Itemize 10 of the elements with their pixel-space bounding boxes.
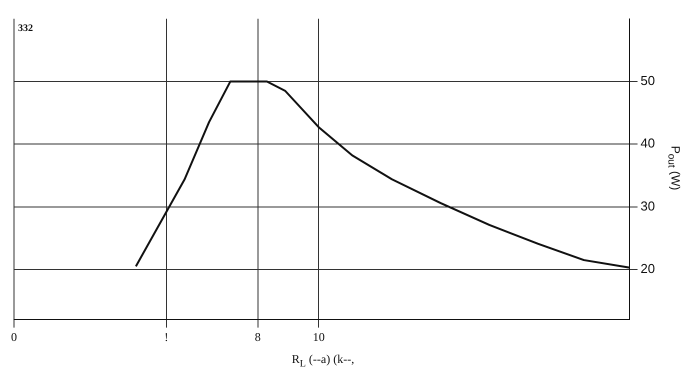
y-tick-label: 20 <box>640 261 656 276</box>
x-tick-label: ! <box>164 330 168 344</box>
y-tick-label: 50 <box>640 73 656 88</box>
x-tick-label: 0 <box>11 330 17 344</box>
x-axis-title: R$_{L}$ (--a) (k--, <box>290 352 356 370</box>
y-tick-label: 40 <box>640 136 656 151</box>
x-tick-label: 8 <box>254 330 261 344</box>
y-tick-label: 30 <box>640 198 656 214</box>
x-tick-label: 10 <box>312 330 325 344</box>
annotation: 332 <box>18 22 33 34</box>
